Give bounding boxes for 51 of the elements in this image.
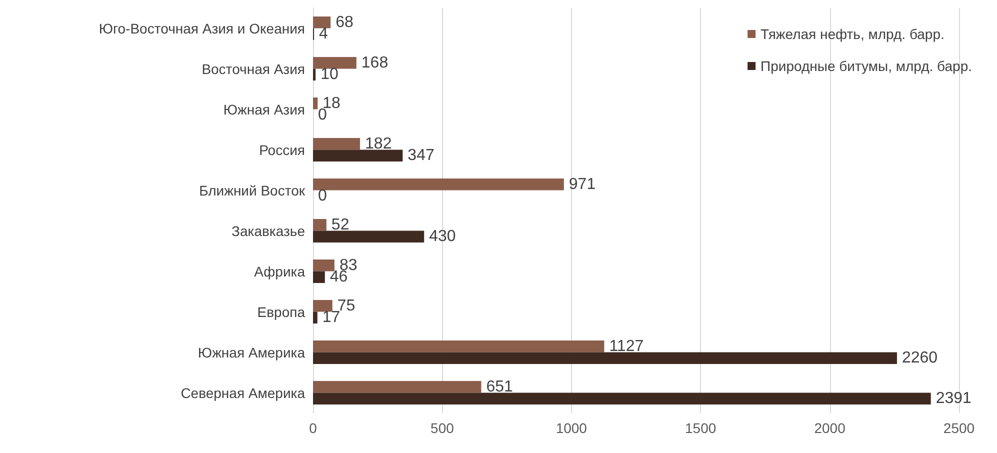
- x-tick-label: 0: [309, 420, 318, 436]
- x-tick-label: 500: [430, 420, 454, 436]
- y-tick-label: Россия: [259, 142, 305, 158]
- data-label: 168: [361, 54, 388, 72]
- y-tick-label: Юго-Восточная Азия и Океания: [98, 20, 305, 36]
- bar: [313, 271, 325, 283]
- legend-label: Тяжелая нефть, млрд. барр.: [760, 26, 944, 42]
- y-tick-label: Закавказье: [232, 222, 306, 239]
- bar: [313, 68, 316, 80]
- bar: [313, 340, 604, 352]
- y-tick-label: Ближний Восток: [199, 182, 306, 198]
- data-label: 17: [322, 309, 340, 326]
- data-label: 10: [320, 66, 338, 84]
- y-tick-label: Северная Америка: [180, 384, 306, 401]
- bar: [313, 98, 318, 110]
- bar: [313, 230, 424, 242]
- data-label: 971: [568, 176, 596, 193]
- x-tick-label: 2500: [943, 420, 975, 436]
- y-tick-label: Южная Америка: [198, 344, 306, 360]
- data-label: 0: [318, 188, 327, 205]
- data-label: 651: [486, 378, 514, 396]
- y-tick-label: Африка: [254, 263, 306, 280]
- data-label: 4: [319, 26, 328, 43]
- bar: [313, 381, 482, 393]
- bar: [313, 352, 897, 364]
- bar: [313, 138, 360, 150]
- x-tick-label: 2000: [814, 420, 846, 436]
- data-label: 1127: [609, 338, 644, 355]
- bar: [313, 260, 334, 272]
- data-label: 2391: [936, 390, 972, 408]
- legend-label: Природные битумы, млрд. барр.: [760, 58, 972, 74]
- y-tick-label: Южная Азия: [223, 101, 305, 118]
- bar: [313, 57, 356, 69]
- y-tick-label: Европа: [257, 304, 306, 320]
- data-label: 0: [318, 106, 327, 124]
- bar: [313, 178, 564, 190]
- data-label: 347: [408, 147, 434, 164]
- x-tick-label: 1000: [556, 420, 588, 436]
- bar: [313, 392, 931, 404]
- bar: [313, 16, 331, 28]
- bar: [313, 150, 403, 162]
- data-label: 430: [429, 228, 456, 246]
- data-label: 2260: [902, 350, 938, 367]
- y-tick-label: Восточная Азия: [202, 60, 305, 77]
- bar: [313, 219, 326, 231]
- x-tick-label: 1500: [685, 420, 716, 436]
- bar: [313, 300, 332, 312]
- data-label: 52: [331, 216, 350, 234]
- data-label: 68: [336, 14, 354, 31]
- data-label: 182: [365, 135, 392, 152]
- bar: [313, 312, 318, 324]
